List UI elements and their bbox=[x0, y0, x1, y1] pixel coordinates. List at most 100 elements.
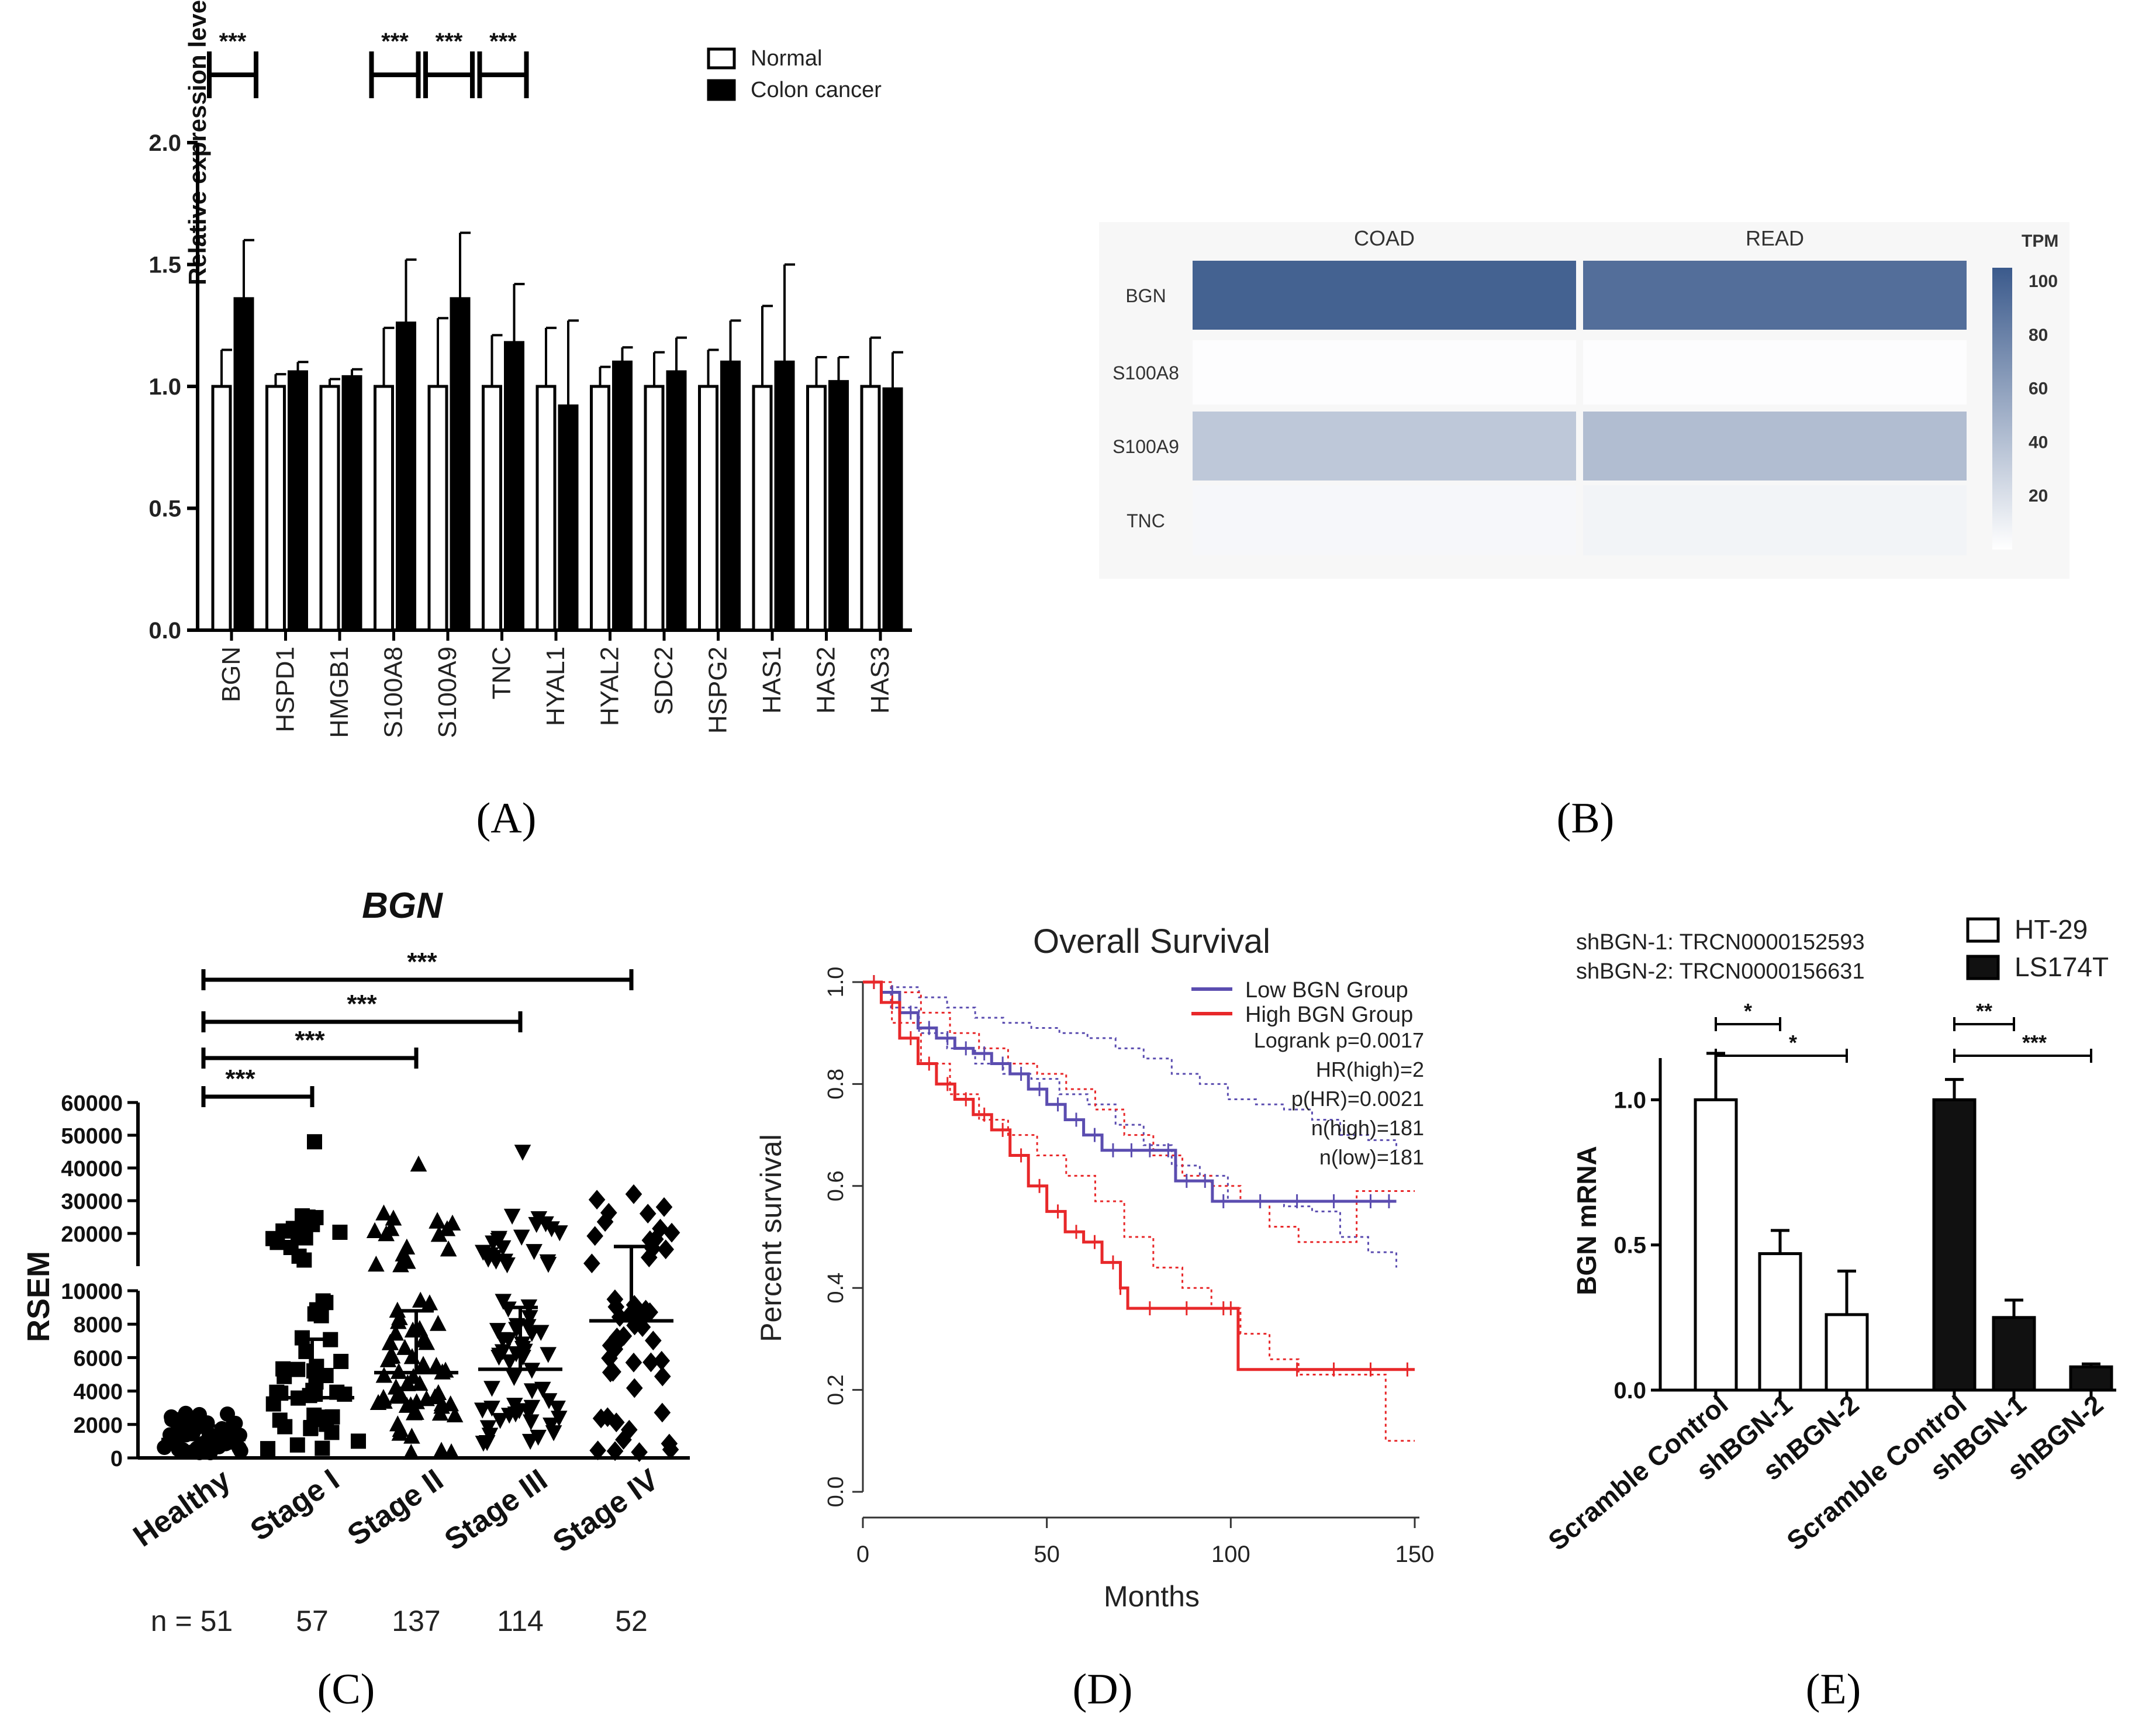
c-point bbox=[480, 1249, 497, 1266]
a-bar-normal bbox=[806, 385, 827, 632]
a-bar-normal bbox=[427, 385, 448, 632]
a-bar-cancer bbox=[288, 370, 308, 632]
c-point bbox=[368, 1256, 385, 1272]
c-point bbox=[526, 1244, 543, 1260]
heatmap-cell bbox=[1583, 485, 1967, 555]
c-point bbox=[642, 1352, 659, 1373]
c-point bbox=[312, 1412, 327, 1428]
a-bar-cancer bbox=[882, 387, 903, 632]
e-bar-ht29 bbox=[1758, 1252, 1802, 1392]
c-n-label: n = 51 bbox=[151, 1605, 233, 1637]
d-x-tick-label: 50 bbox=[1034, 1542, 1060, 1567]
a-category-label: HSPG2 bbox=[704, 647, 733, 734]
c-point bbox=[289, 1437, 305, 1453]
c-comparison-label: *** bbox=[347, 990, 377, 1018]
heatmap-cells bbox=[1193, 261, 1967, 555]
c-y-tick-label: 20000 bbox=[61, 1222, 123, 1247]
d-y-tick-label: 0.8 bbox=[824, 1069, 848, 1100]
e-comparison-label: * bbox=[1789, 1031, 1797, 1055]
a-y-tick-label: 0.0 bbox=[148, 618, 181, 644]
c-point bbox=[592, 1408, 610, 1429]
c-point bbox=[621, 1419, 638, 1440]
panel-d-survival: Overall Survival Months Percent survival… bbox=[755, 912, 1459, 1619]
c-point bbox=[654, 1402, 671, 1423]
c-point bbox=[283, 1240, 299, 1256]
legend-cancer-label: Colon cancer bbox=[751, 78, 882, 102]
panel-c-axes: 0200040006000800010000100002000030000400… bbox=[61, 1091, 690, 1471]
a-category-label: HYAL1 bbox=[541, 647, 570, 726]
c-point bbox=[387, 1325, 405, 1341]
c-comparison-label: *** bbox=[295, 1026, 325, 1055]
c-point bbox=[523, 1399, 541, 1416]
panel-a-axes: 0.0 0.5 1.0 1.5 2.0 BGN HSPD1 HMGB1 S100A8 S100A9… bbox=[148, 130, 912, 738]
c-y-tick-label: 40000 bbox=[61, 1157, 123, 1181]
c-point bbox=[644, 1238, 661, 1259]
heatmap-column-label: COAD bbox=[1354, 226, 1415, 250]
stat-logrank: Logrank p=0.0017 bbox=[1254, 1028, 1424, 1052]
c-point bbox=[625, 1184, 642, 1204]
panel-label-d: (D) bbox=[1073, 1665, 1133, 1713]
c-point bbox=[375, 1367, 393, 1383]
d-y-tick-label: 0.4 bbox=[824, 1273, 848, 1304]
c-point bbox=[306, 1363, 322, 1379]
c-point bbox=[389, 1415, 406, 1432]
a-bar-cancer bbox=[341, 375, 362, 632]
c-point bbox=[521, 1433, 539, 1450]
a-bar-cancer bbox=[666, 370, 687, 632]
legend-normal-label: Normal bbox=[751, 46, 822, 71]
a-category-label: S100A8 bbox=[379, 647, 408, 738]
a-category-label: HSPD1 bbox=[271, 647, 300, 732]
c-point bbox=[540, 1347, 557, 1363]
c-point bbox=[589, 1440, 606, 1461]
a-bar-normal bbox=[211, 385, 232, 632]
panel-label-a: (A) bbox=[476, 794, 537, 842]
c-y-tick-label: 0 bbox=[110, 1447, 123, 1471]
a-bar-normal bbox=[319, 385, 340, 632]
a-category-label: SDC2 bbox=[649, 647, 678, 715]
a-category-label: HMGB1 bbox=[325, 647, 354, 738]
a-category-label: HYAL2 bbox=[596, 647, 624, 726]
colorbar-tick-label: 60 bbox=[2029, 379, 2048, 399]
c-point bbox=[430, 1315, 447, 1331]
a-bar-normal bbox=[482, 385, 502, 632]
c-point bbox=[277, 1368, 292, 1384]
c-point bbox=[657, 1239, 675, 1260]
c-point bbox=[375, 1204, 392, 1221]
a-bar-cancer bbox=[233, 297, 254, 632]
colorbar-title: TPM bbox=[2022, 231, 2058, 251]
c-point bbox=[653, 1350, 671, 1371]
c-point bbox=[405, 1404, 423, 1421]
c-point bbox=[625, 1352, 642, 1373]
a-bar-cancer bbox=[720, 360, 741, 632]
c-point bbox=[534, 1381, 551, 1398]
c-n-label: 114 bbox=[497, 1605, 544, 1637]
c-point bbox=[392, 1256, 409, 1273]
d-curve-high bbox=[863, 980, 1415, 1371]
survival-area bbox=[830, 912, 1459, 1619]
c-point bbox=[402, 1443, 420, 1460]
legend-high-label: High BGN Group bbox=[1245, 1003, 1413, 1027]
d-y-tick-label: 0.2 bbox=[824, 1374, 848, 1405]
c-point bbox=[438, 1220, 456, 1236]
c-point bbox=[171, 1442, 186, 1457]
c-point bbox=[615, 1430, 632, 1450]
c-point bbox=[369, 1394, 387, 1411]
c-point bbox=[490, 1349, 507, 1366]
c-point bbox=[418, 1390, 435, 1406]
a-bar-normal bbox=[535, 385, 557, 632]
d-ci-upper-high bbox=[863, 981, 1415, 1243]
c-point bbox=[501, 1354, 519, 1371]
c-point bbox=[430, 1384, 447, 1401]
c-point bbox=[606, 1339, 624, 1359]
panel-d-y-axis-label: Percent survival bbox=[755, 1134, 787, 1342]
heatmap-column-label: READ bbox=[1746, 226, 1804, 250]
c-point bbox=[446, 1406, 464, 1423]
c-point bbox=[654, 1366, 671, 1387]
c-point bbox=[351, 1433, 367, 1449]
c-y-tick-label: 10000 bbox=[61, 1280, 123, 1304]
c-point bbox=[270, 1235, 285, 1250]
c-point bbox=[403, 1428, 420, 1444]
c-point bbox=[332, 1224, 348, 1240]
c-point bbox=[540, 1257, 557, 1273]
stat-hr: HR(high)=2 bbox=[1316, 1057, 1424, 1081]
